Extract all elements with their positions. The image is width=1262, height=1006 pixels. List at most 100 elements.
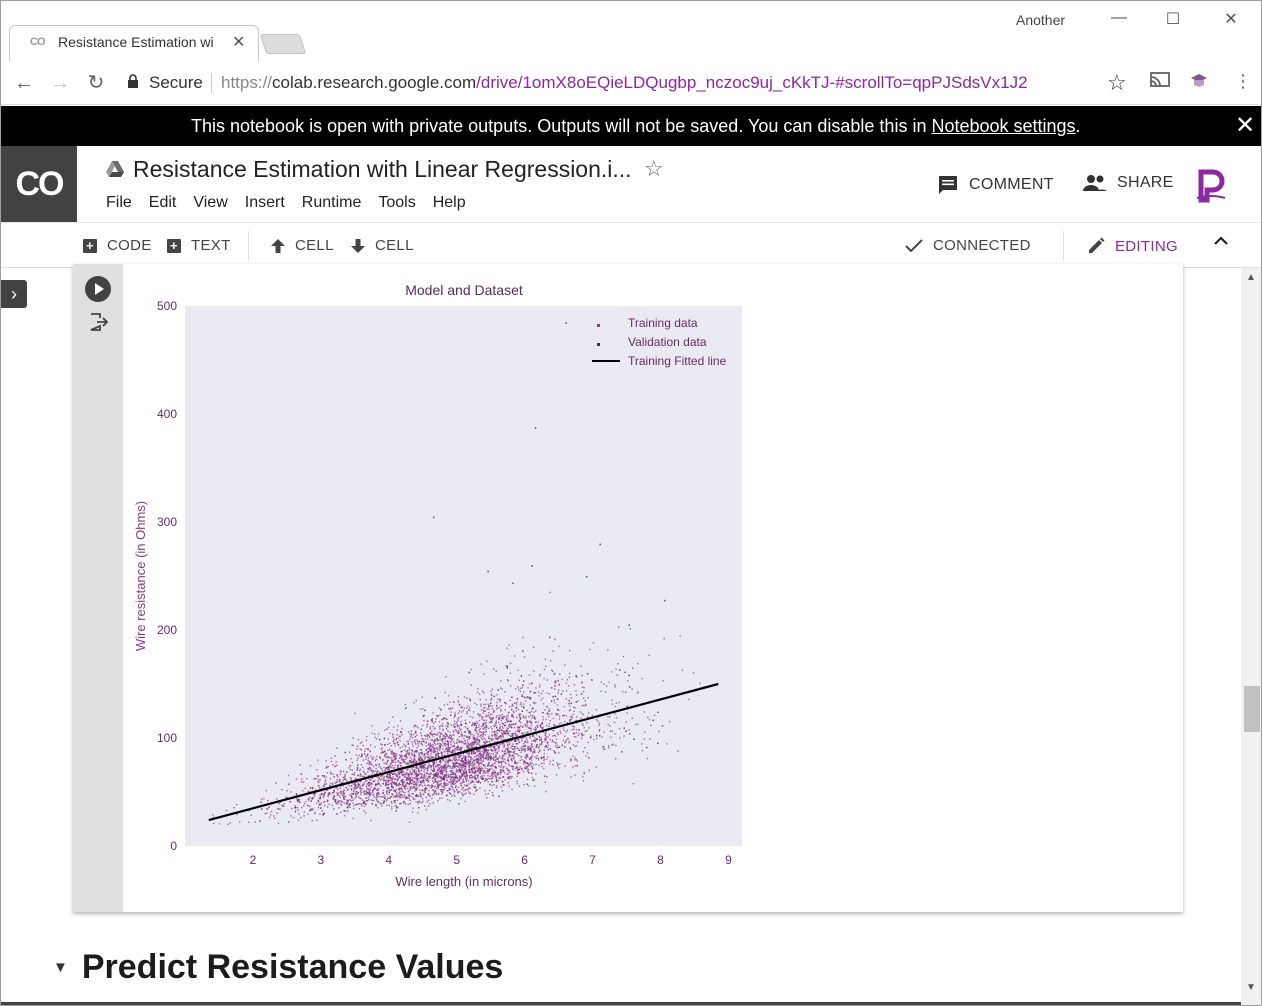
data-point <box>558 709 560 711</box>
data-point <box>296 807 299 809</box>
data-point <box>354 712 356 715</box>
data-point <box>495 767 497 769</box>
editing-mode-button[interactable]: EDITING <box>1087 237 1178 255</box>
move-cell-down-button[interactable]: CELL <box>351 237 414 254</box>
move-cell-up-button[interactable]: CELL <box>271 237 334 254</box>
data-point <box>491 721 493 724</box>
data-point <box>453 766 455 768</box>
chrome-menu-icon[interactable]: ⋮ <box>1234 71 1252 91</box>
menu-view[interactable]: View <box>193 194 228 211</box>
data-point <box>461 741 463 744</box>
output-icon[interactable] <box>89 312 111 334</box>
data-point <box>403 794 406 797</box>
data-point <box>371 791 374 793</box>
data-point <box>297 809 299 811</box>
data-point <box>472 767 474 769</box>
menu-help[interactable]: Help <box>432 194 466 211</box>
data-point <box>425 772 427 774</box>
data-point <box>508 743 511 745</box>
data-point <box>456 780 459 782</box>
comment-button[interactable]: COMMENT <box>937 174 1054 196</box>
data-point <box>507 760 510 762</box>
data-point <box>449 800 451 802</box>
colab-logo[interactable]: CO <box>1 146 77 222</box>
data-point <box>505 718 507 720</box>
minimize-icon[interactable]: — <box>1111 9 1127 26</box>
data-point <box>531 756 533 758</box>
data-point <box>510 751 512 753</box>
data-point <box>471 743 473 745</box>
collapse-header-button[interactable] <box>1213 233 1229 249</box>
menu-insert[interactable]: Insert <box>244 194 285 211</box>
data-point <box>374 759 376 762</box>
tab-close-icon[interactable]: ✕ <box>232 34 246 51</box>
add-text-button[interactable]: + TEXT <box>167 237 231 254</box>
drive-icon[interactable] <box>106 160 124 178</box>
forward-arrow-icon[interactable]: → <box>50 72 70 94</box>
url-text[interactable]: https://colab.research.google.com/drive/… <box>221 73 1028 93</box>
connected-status[interactable]: CONNECTED <box>905 237 1031 254</box>
data-point <box>420 742 422 744</box>
data-point <box>466 736 468 738</box>
data-point <box>508 711 510 714</box>
infobar-close-icon[interactable]: ✕ <box>1235 112 1256 139</box>
data-point <box>448 695 450 697</box>
data-point <box>466 751 468 754</box>
share-button[interactable]: SHARE <box>1083 174 1174 192</box>
data-point <box>452 738 454 740</box>
infobar-suffix: . <box>1075 116 1081 136</box>
data-point <box>379 757 381 759</box>
data-point <box>483 724 485 726</box>
data-point <box>463 735 466 737</box>
data-point <box>650 724 652 726</box>
star-icon[interactable]: ☆ <box>644 156 664 181</box>
browser-tab[interactable]: CO Resistance Estimation wi ✕ <box>9 25 259 61</box>
data-point <box>534 730 536 732</box>
data-point <box>354 782 356 785</box>
data-point <box>576 716 578 718</box>
new-tab-button[interactable] <box>259 34 307 54</box>
data-point <box>356 745 359 748</box>
data-point <box>377 775 379 778</box>
sidebar-toggle-icon[interactable]: › <box>1 280 27 308</box>
maximize-icon[interactable]: ☐ <box>1165 11 1181 28</box>
data-point <box>511 757 513 759</box>
back-arrow-icon[interactable]: ← <box>14 72 34 94</box>
extension-icon[interactable] <box>1189 71 1209 96</box>
data-point <box>311 798 314 800</box>
user-avatar[interactable] <box>1193 168 1229 204</box>
data-point <box>408 821 411 823</box>
data-point <box>511 696 513 698</box>
data-point <box>443 754 446 757</box>
notebook-settings-link[interactable]: Notebook settings <box>931 116 1076 136</box>
data-point <box>466 707 468 709</box>
data-point <box>471 770 473 773</box>
address-bar[interactable]: Secure https://colab.research.google.com… <box>117 67 1141 99</box>
data-point <box>476 722 479 724</box>
data-point <box>482 753 485 755</box>
add-code-button[interactable]: + CODE <box>83 237 152 254</box>
window-close-icon[interactable]: ✕ <box>1224 11 1238 28</box>
notebook-title[interactable]: Resistance Estimation with Linear Regres… <box>133 156 632 182</box>
menu-file[interactable]: File <box>106 194 132 211</box>
run-cell-icon[interactable] <box>85 276 111 302</box>
data-point <box>276 798 278 800</box>
data-point <box>467 788 469 791</box>
data-point <box>422 724 424 727</box>
data-point <box>569 693 572 696</box>
data-point <box>333 796 335 799</box>
data-point <box>478 740 481 742</box>
cast-icon[interactable] <box>1149 71 1171 94</box>
data-point <box>575 736 577 738</box>
menu-runtime[interactable]: Runtime <box>301 194 362 211</box>
data-point <box>657 742 659 744</box>
data-point <box>511 734 513 736</box>
data-point <box>378 793 381 795</box>
profile-name[interactable]: Another <box>1016 12 1066 28</box>
bookmark-star-icon[interactable]: ☆ <box>1107 70 1127 95</box>
data-point <box>679 635 681 637</box>
reload-icon[interactable]: ↻ <box>87 72 105 94</box>
menu-edit[interactable]: Edit <box>148 194 177 211</box>
menu-tools[interactable]: Tools <box>378 194 416 211</box>
